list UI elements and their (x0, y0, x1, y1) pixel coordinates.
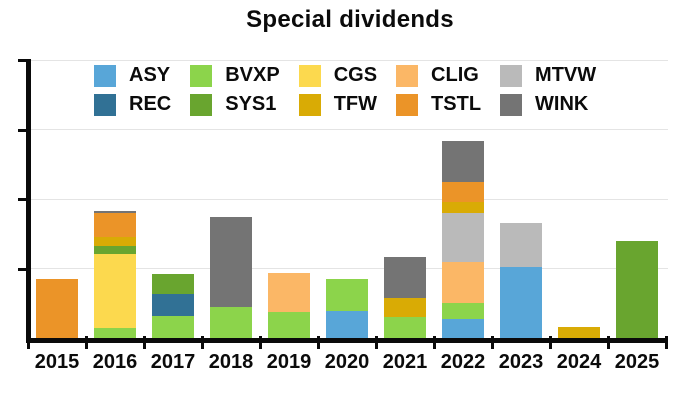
legend-label: ASY (129, 64, 171, 86)
bar-segment-2016-tfw (94, 237, 136, 247)
y-tick (18, 59, 26, 62)
x-axis-labels: 2015 2016 2017 2018 2019 2020 2021 2022 2023 2024… (31, 351, 691, 381)
bar-segment-2023-asy (500, 267, 542, 338)
bar-segment-2017-bvxp (152, 316, 194, 338)
x-axis-label-2019: 2019 (266, 351, 312, 373)
x-axis-label-2021: 2021 (382, 351, 428, 373)
legend-swatch-mtvw (500, 64, 523, 87)
y-tick (18, 267, 26, 271)
x-tick (491, 336, 494, 349)
gridline (31, 198, 668, 200)
x-tick (201, 336, 204, 349)
bar-segment-2016-wink (94, 210, 136, 213)
x-axis-label-2018: 2018 (208, 351, 254, 373)
legend: ASY BVXP CGS CLIG MTVW REC SYS1 TFW TSTL WINK (94, 64, 596, 116)
legend-label: WINK (535, 93, 589, 115)
legend-swatch-rec (94, 93, 116, 116)
legend-label: REC (129, 93, 172, 115)
bar-segment-2022-bvxp (442, 303, 484, 319)
plot-area: ASY BVXP CGS CLIG MTVW REC SYS1 TFW TSTL WINK (18, 59, 668, 349)
legend-label: MTVW (535, 64, 597, 86)
legend-label: CLIG (431, 64, 479, 86)
legend-swatch-sys1 (190, 93, 213, 116)
x-axis-label-2023: 2023 (498, 351, 544, 373)
x-tick (665, 336, 668, 349)
bar-segment-2025-sys1 (616, 241, 658, 338)
bar-segment-2019-bvxp (268, 312, 310, 338)
gridline (31, 268, 668, 269)
x-tick (375, 336, 378, 349)
x-tick (85, 336, 88, 349)
y-axis (26, 59, 31, 343)
legend-item-tfw: TFW (298, 93, 378, 116)
x-axis-label-2015: 2015 (34, 351, 80, 373)
bar-segment-2024-tfw (558, 326, 600, 338)
bar-segment-2022-mtvw (442, 212, 484, 262)
bar-segment-2016-bvxp (94, 327, 136, 338)
bar-segment-2023-mtvw (500, 222, 542, 268)
bar-segment-2019-clig (268, 272, 310, 313)
legend-item-sys1: SYS1 (190, 93, 279, 116)
x-tick (549, 336, 552, 349)
legend-item-mtvw: MTVW (500, 64, 596, 87)
x-tick (27, 336, 30, 349)
y-tick (18, 128, 26, 132)
bar-segment-2018-bvxp (210, 307, 252, 338)
x-axis-label-2022: 2022 (440, 351, 486, 373)
gridline (31, 129, 668, 130)
legend-item-wink: WINK (500, 93, 596, 116)
x-tick (317, 336, 320, 349)
legend-label: TFW (333, 93, 378, 115)
legend-item-tstl: TSTL (396, 93, 481, 116)
bar-segment-2021-wink (384, 257, 426, 299)
gridline (31, 59, 668, 61)
legend-swatch-wink (500, 93, 523, 116)
x-tick (143, 336, 146, 349)
x-axis-label-2016: 2016 (92, 351, 138, 373)
x-axis (26, 338, 668, 343)
bar-segment-2016-tstl (94, 212, 136, 238)
bar-segment-2015-tstl (36, 278, 78, 338)
legend-swatch-cgs (298, 64, 321, 87)
x-tick (607, 336, 610, 349)
x-axis-label-2020: 2020 (324, 351, 370, 373)
bar-segment-2022-tfw (442, 202, 484, 213)
x-axis-label-2025: 2025 (614, 351, 660, 373)
bar-segment-2017-rec (152, 294, 194, 317)
bar-segment-2020-asy (326, 310, 368, 338)
bar-segment-2022-tstl (442, 182, 484, 203)
legend-swatch-tstl (396, 93, 419, 116)
bar-segment-2016-cgs (94, 253, 136, 328)
legend-item-rec: REC (94, 93, 171, 116)
legend-swatch-bvxp (190, 64, 213, 87)
x-tick (433, 336, 436, 349)
chart-title: Special dividends (246, 6, 454, 33)
legend-label: BVXP (225, 64, 280, 86)
y-tick (18, 198, 26, 201)
x-axis-label-2024: 2024 (556, 351, 602, 373)
bar-segment-2018-wink (210, 217, 252, 308)
bar-segment-2017-sys1 (152, 274, 194, 295)
legend-label: CGS (333, 64, 378, 86)
legend-label: TSTL (431, 93, 482, 115)
x-axis-label-2017: 2017 (150, 351, 196, 373)
legend-item-clig: CLIG (396, 64, 481, 87)
bar-segment-2016-sys1 (94, 246, 136, 254)
bar-segment-2020-bvxp (326, 278, 368, 311)
legend-swatch-clig (396, 64, 419, 87)
x-tick (259, 336, 262, 349)
bar-segment-2022-wink (442, 140, 484, 183)
legend-swatch-asy (94, 64, 116, 87)
bar-segment-2022-clig (442, 261, 484, 304)
legend-item-cgs: CGS (298, 64, 378, 87)
legend-label: SYS1 (225, 93, 277, 115)
legend-swatch-tfw (298, 93, 321, 116)
legend-item-bvxp: BVXP (190, 64, 280, 87)
bar-segment-2021-tfw (384, 298, 426, 318)
bar-segment-2022-asy (442, 318, 484, 338)
legend-item-asy: ASY (94, 64, 171, 87)
bar-segment-2021-bvxp (384, 317, 426, 338)
